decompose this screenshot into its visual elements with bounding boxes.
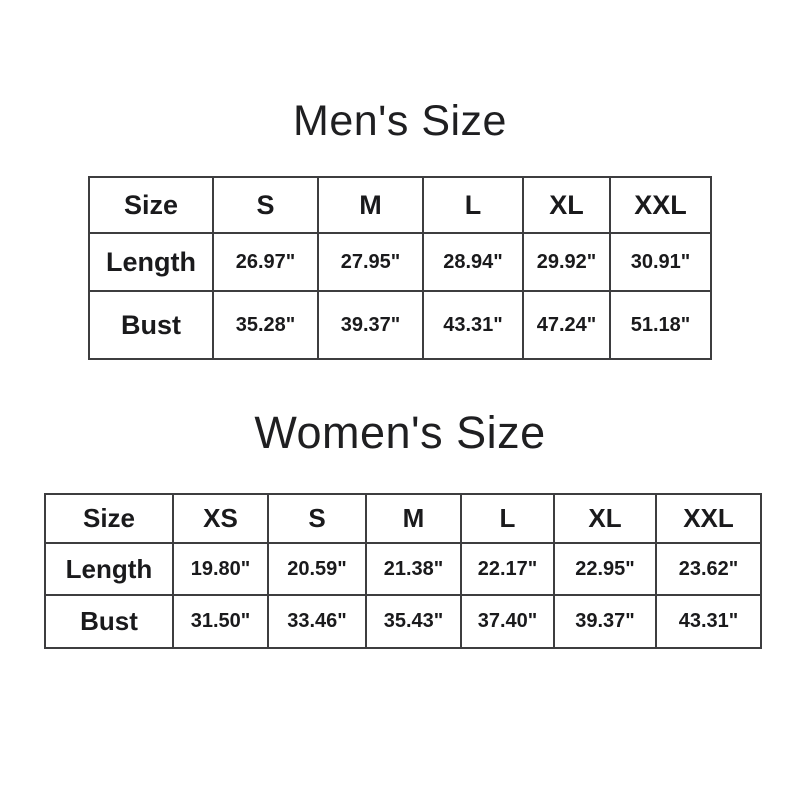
mens-header-m: M xyxy=(317,176,424,234)
mens-bust-xxl: 51.18" xyxy=(609,290,712,360)
womens-header-m: M xyxy=(365,493,462,544)
mens-bust-label: Bust xyxy=(88,290,214,360)
mens-bust-xl: 47.24" xyxy=(522,290,611,360)
womens-length-label: Length xyxy=(44,542,174,596)
womens-header-xs: XS xyxy=(172,493,269,544)
mens-header-xl: XL xyxy=(522,176,611,234)
mens-length-row: Length 26.97" 27.95" 28.94" 29.92" 30.91… xyxy=(88,232,712,292)
mens-header-l: L xyxy=(422,176,524,234)
womens-table-header-row: Size XS S M L XL XXL xyxy=(44,493,762,544)
womens-bust-xl: 39.37" xyxy=(553,594,657,649)
mens-length-xl: 29.92" xyxy=(522,232,611,292)
mens-length-xxl: 30.91" xyxy=(609,232,712,292)
mens-size-table: Size S M L XL XXL Length 26.97" 27.95" 2… xyxy=(88,176,712,360)
mens-length-l: 28.94" xyxy=(422,232,524,292)
womens-size-table: Size XS S M L XL XXL Length 19.80" 20.59… xyxy=(44,493,762,649)
womens-length-m: 21.38" xyxy=(365,542,462,596)
womens-bust-row: Bust 31.50" 33.46" 35.43" 37.40" 39.37" … xyxy=(44,594,762,649)
mens-size-title: Men's Size xyxy=(293,97,507,145)
womens-header-size: Size xyxy=(44,493,174,544)
mens-bust-l: 43.31" xyxy=(422,290,524,360)
mens-bust-row: Bust 35.28" 39.37" 43.31" 47.24" 51.18" xyxy=(88,290,712,360)
mens-bust-m: 39.37" xyxy=(317,290,424,360)
mens-length-s: 26.97" xyxy=(212,232,319,292)
mens-length-label: Length xyxy=(88,232,214,292)
womens-length-l: 22.17" xyxy=(460,542,555,596)
womens-bust-xs: 31.50" xyxy=(172,594,269,649)
womens-header-s: S xyxy=(267,493,367,544)
mens-length-m: 27.95" xyxy=(317,232,424,292)
womens-bust-s: 33.46" xyxy=(267,594,367,649)
womens-length-s: 20.59" xyxy=(267,542,367,596)
mens-table-header-row: Size S M L XL XXL xyxy=(88,176,712,234)
womens-header-xl: XL xyxy=(553,493,657,544)
womens-header-xxl: XXL xyxy=(655,493,762,544)
womens-length-xs: 19.80" xyxy=(172,542,269,596)
womens-length-xl: 22.95" xyxy=(553,542,657,596)
womens-length-row: Length 19.80" 20.59" 21.38" 22.17" 22.95… xyxy=(44,542,762,596)
mens-bust-s: 35.28" xyxy=(212,290,319,360)
mens-header-s: S xyxy=(212,176,319,234)
mens-header-size: Size xyxy=(88,176,214,234)
womens-bust-l: 37.40" xyxy=(460,594,555,649)
womens-bust-xxl: 43.31" xyxy=(655,594,762,649)
womens-header-l: L xyxy=(460,493,555,544)
womens-size-title: Women's Size xyxy=(254,407,546,458)
womens-length-xxl: 23.62" xyxy=(655,542,762,596)
womens-bust-m: 35.43" xyxy=(365,594,462,649)
womens-bust-label: Bust xyxy=(44,594,174,649)
mens-header-xxl: XXL xyxy=(609,176,712,234)
